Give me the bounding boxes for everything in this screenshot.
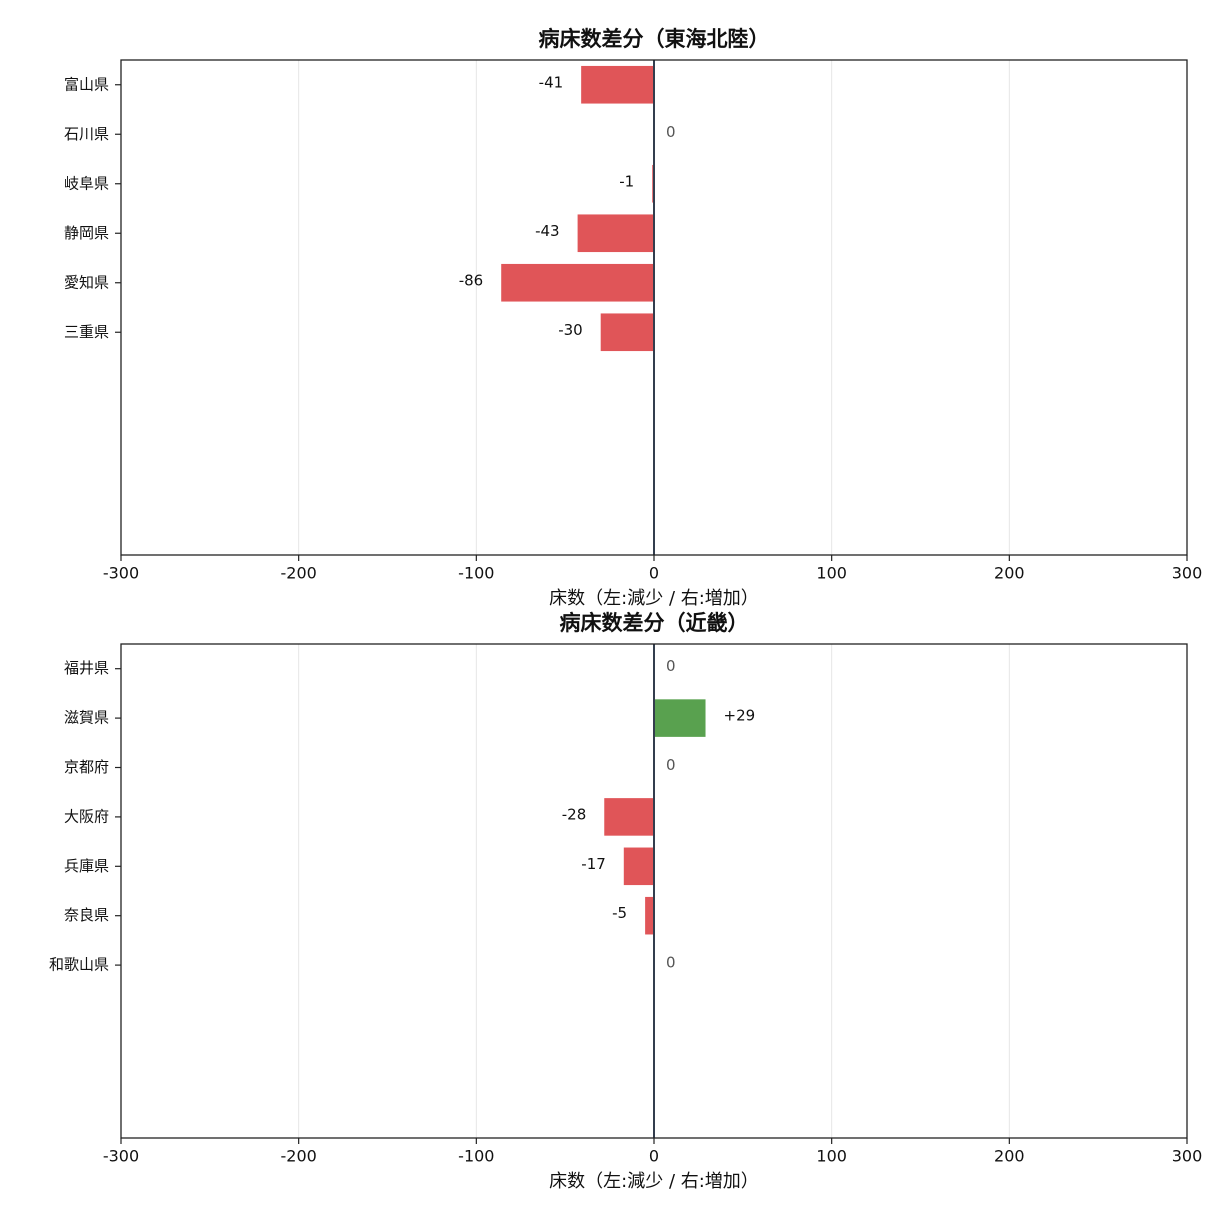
y-tick-label: 三重県 — [64, 323, 109, 341]
value-label: -41 — [539, 73, 564, 91]
value-label: -30 — [558, 321, 583, 339]
y-tick-label: 愛知県 — [64, 273, 109, 291]
y-tick-label: 福井県 — [64, 659, 109, 677]
value-label: -1 — [619, 172, 634, 190]
x-axis-label: 床数（左:減少 / 右:増加） — [549, 1171, 759, 1192]
x-tick-label: 0 — [649, 564, 659, 583]
x-tick-label: -100 — [458, 1147, 494, 1166]
y-tick-label: 滋賀県 — [64, 709, 109, 727]
y-tick-label: 静岡県 — [64, 224, 109, 242]
x-tick-label: 300 — [1172, 564, 1203, 583]
y-tick-label: 岐阜県 — [64, 174, 109, 192]
value-label: -5 — [612, 904, 627, 922]
y-tick-label: 兵庫県 — [64, 857, 109, 875]
y-tick-label: 奈良県 — [64, 906, 109, 924]
value-label: -28 — [562, 805, 587, 823]
y-tick-label: 富山県 — [64, 75, 109, 93]
bar — [645, 896, 654, 935]
value-label: 0 — [666, 657, 676, 675]
x-axis-label: 床数（左:減少 / 右:増加） — [549, 588, 759, 609]
x-tick-label: 200 — [994, 564, 1025, 583]
y-tick-label: 大阪府 — [64, 807, 109, 825]
value-label: -43 — [535, 222, 560, 240]
x-tick-label: 100 — [816, 564, 847, 583]
x-tick-label: -300 — [103, 1147, 139, 1166]
value-label: +29 — [724, 707, 756, 725]
value-label: -86 — [459, 271, 484, 289]
x-tick-label: -200 — [281, 564, 317, 583]
bar — [577, 214, 654, 253]
chart-title: 病床数差分（東海北陸） — [539, 27, 770, 51]
chart-title: 病床数差分（近畿） — [560, 611, 749, 635]
x-tick-label: -100 — [458, 564, 494, 583]
bar — [604, 798, 654, 836]
x-tick-label: 0 — [649, 1147, 659, 1166]
x-tick-label: -200 — [281, 1147, 317, 1166]
bar — [600, 313, 654, 352]
x-tick-label: 100 — [816, 1147, 847, 1166]
x-tick-label: 300 — [1172, 1147, 1203, 1166]
y-tick-label: 石川県 — [64, 125, 109, 143]
x-tick-label: 200 — [994, 1147, 1025, 1166]
bar — [581, 65, 654, 104]
plot-frame — [120, 59, 1188, 556]
bar — [654, 699, 706, 737]
bar — [623, 847, 654, 886]
plot-frame — [120, 643, 1188, 1139]
value-label: 0 — [666, 954, 676, 972]
value-label: -17 — [581, 855, 606, 873]
y-tick-label: 和歌山県 — [49, 956, 109, 974]
value-label: 0 — [666, 123, 676, 141]
y-tick-label: 京都府 — [64, 758, 109, 776]
value-label: 0 — [666, 756, 676, 774]
x-tick-label: -300 — [103, 564, 139, 583]
bar — [501, 263, 654, 302]
